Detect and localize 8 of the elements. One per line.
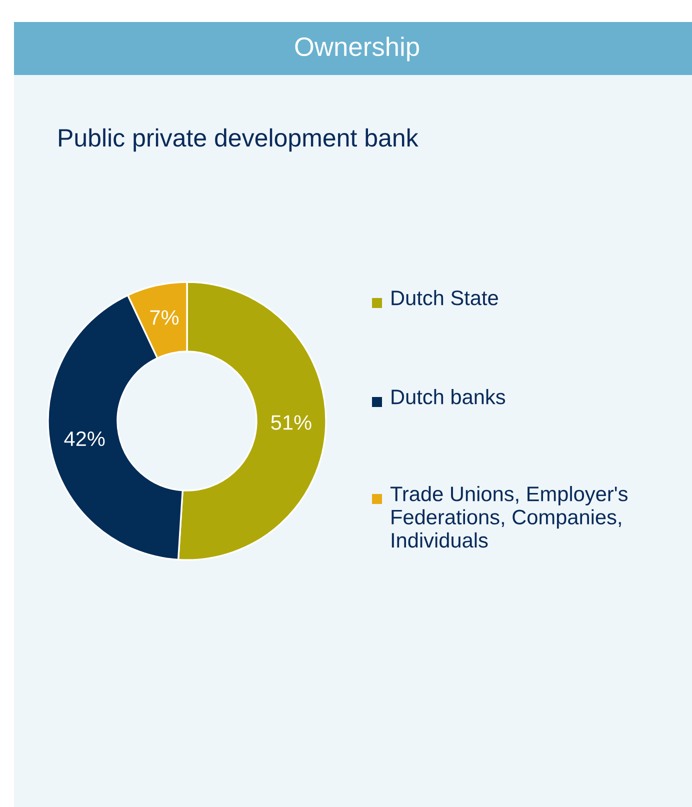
legend-label: Dutch State	[392, 290, 498, 306]
data-label: 51%	[271, 415, 312, 430]
chart-subtitle: Public private development bank	[59, 128, 418, 152]
data-label: 7%	[150, 310, 179, 325]
legend-label: Dutch banks	[392, 389, 506, 404]
data-label: 42%	[64, 431, 105, 446]
legend-label: Trade Unions, Employer's Federations, Companies, Individuals	[390, 486, 628, 548]
chart-title: Ownership	[295, 36, 419, 62]
